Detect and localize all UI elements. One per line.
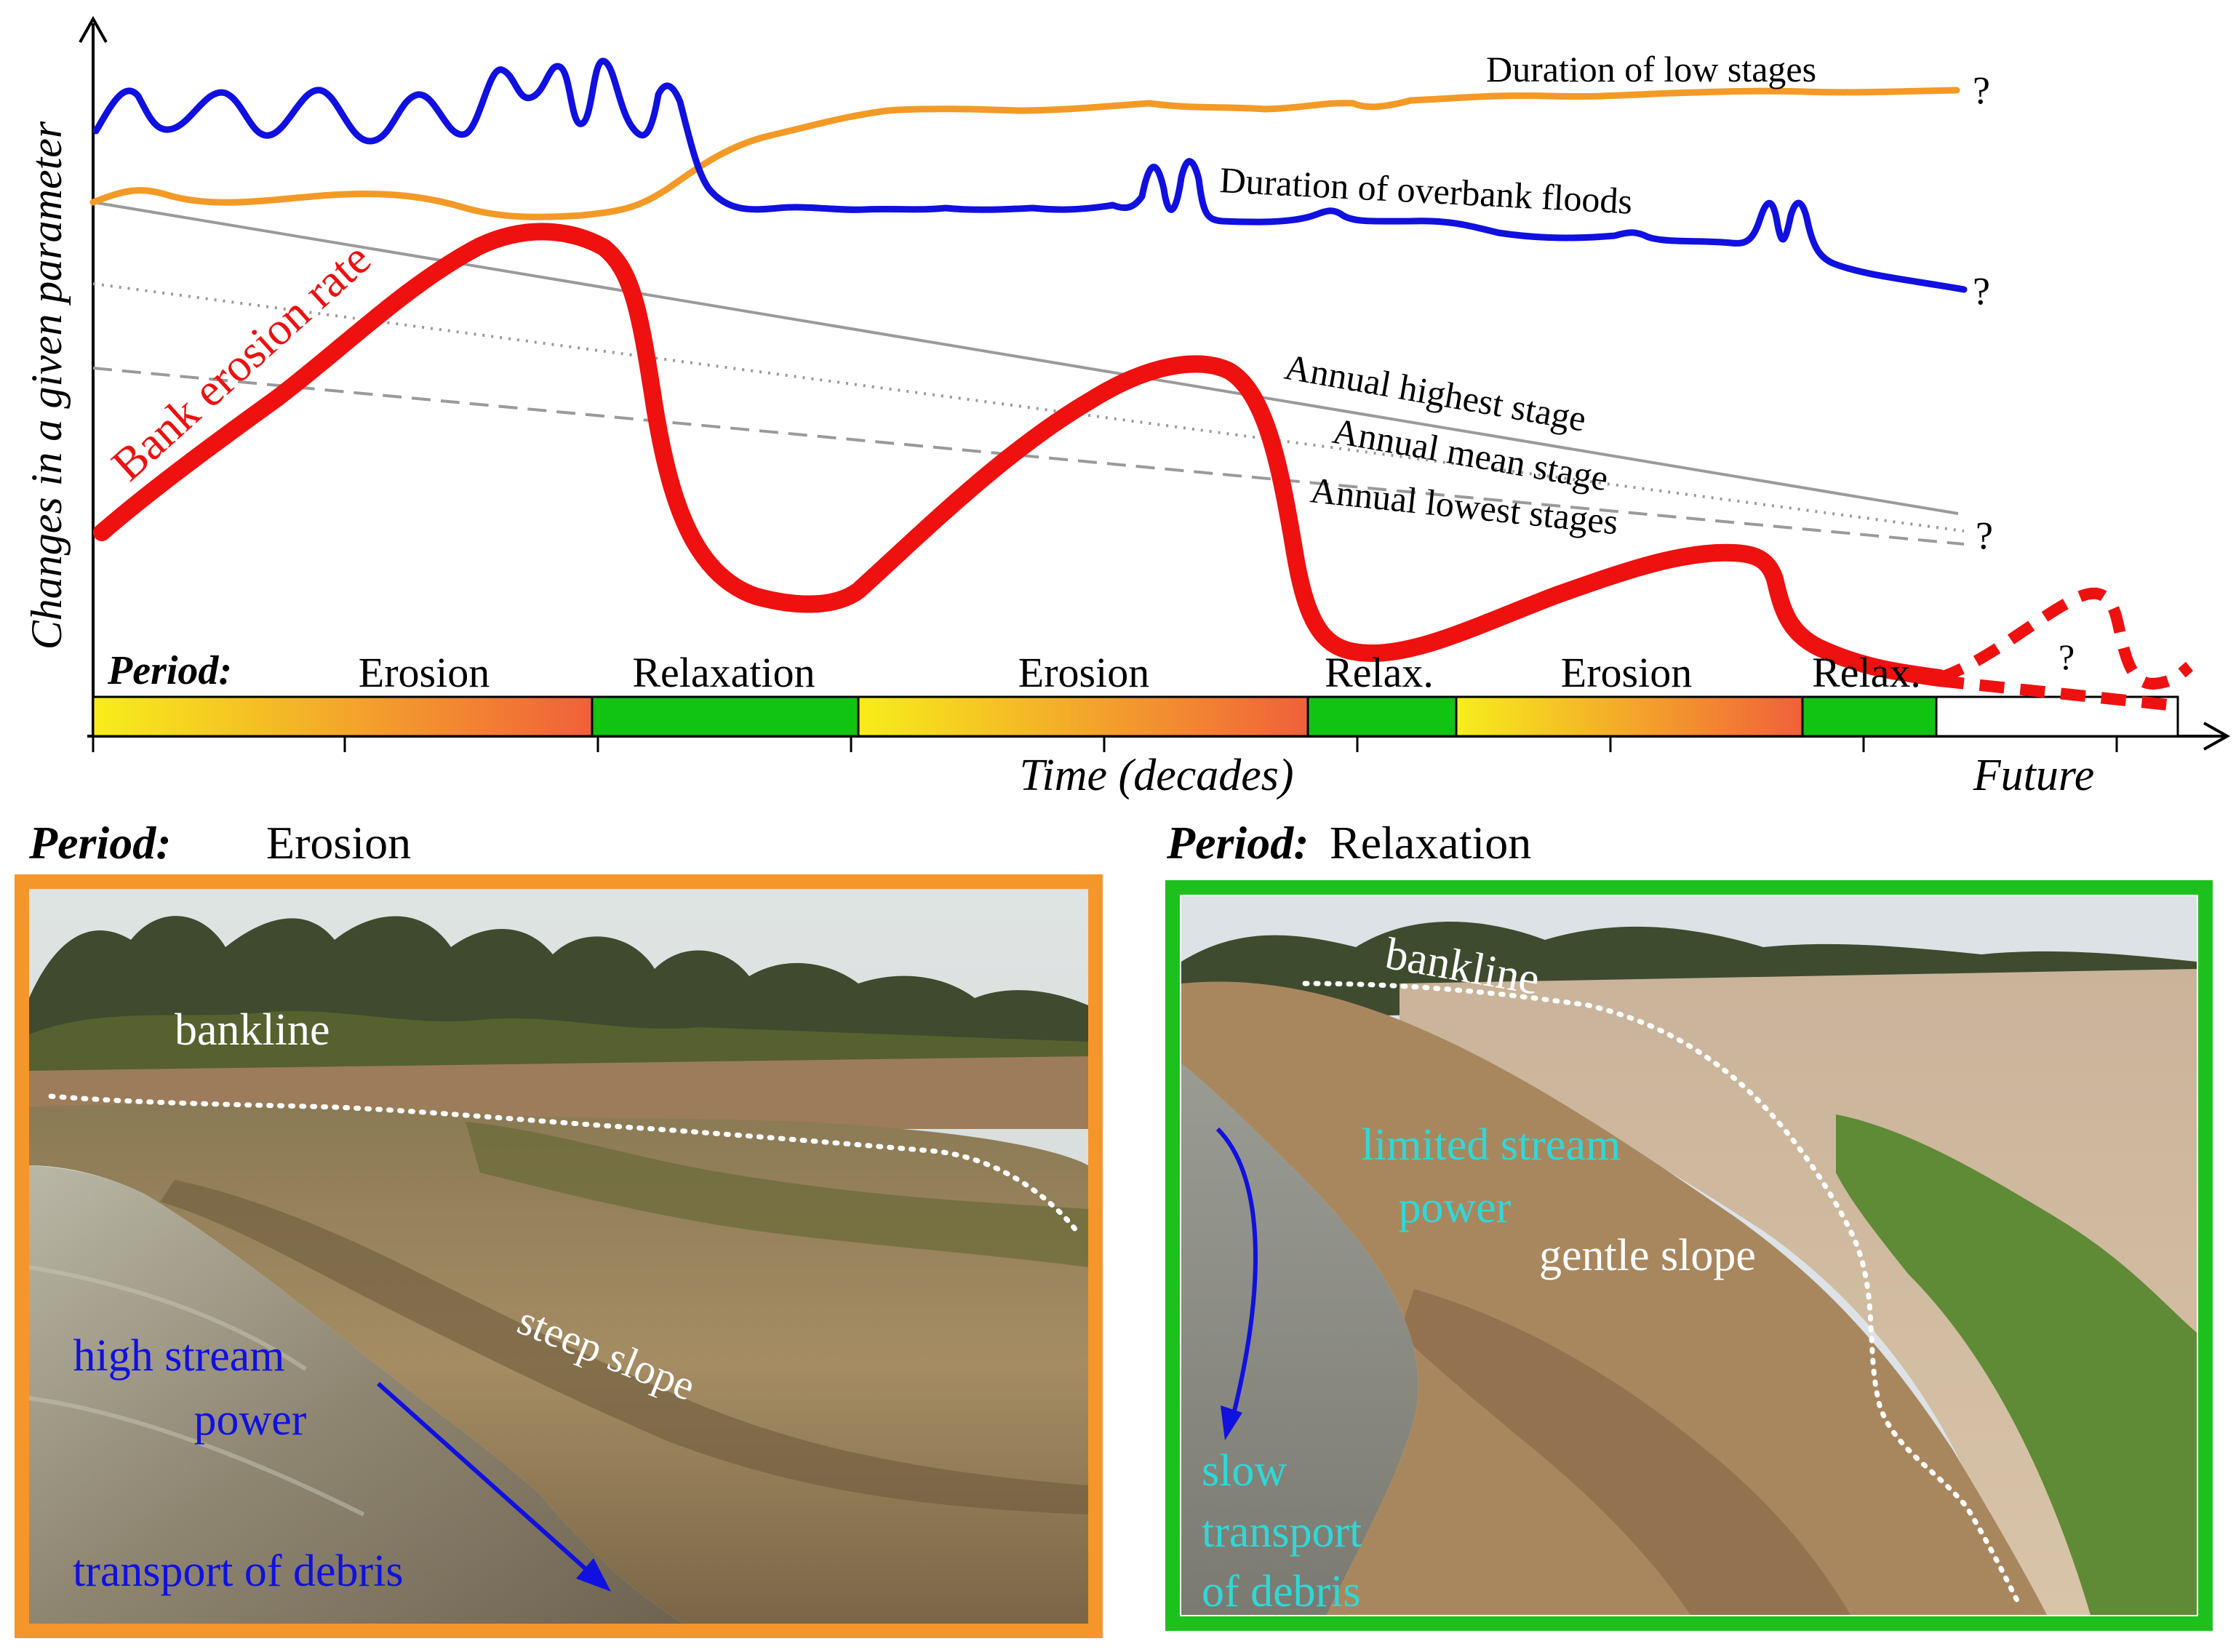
annual-lowest-stages-line <box>92 367 1965 546</box>
stage-lines <box>92 201 1965 546</box>
question-mark-low-stages: ? <box>1973 68 1990 112</box>
relaxation-transport-line2: transport <box>1202 1507 1362 1557</box>
period-segment-relaxation-3 <box>1802 697 1936 736</box>
question-mark-erosion-future: ? <box>2059 637 2075 677</box>
period-name-erosion-1: Erosion <box>359 649 490 696</box>
period-name-relaxation-1: Relaxation <box>632 649 815 696</box>
period-segment-erosion-3 <box>1456 697 1802 736</box>
overbank-floods-label: Duration of overbank floods <box>1218 159 1633 222</box>
erosion-transport-label: transport of debris <box>73 1547 404 1596</box>
relaxation-power-line1: limited stream <box>1362 1120 1621 1170</box>
annual-highest-stage-line <box>92 201 1959 515</box>
future-label: Future <box>1973 751 2094 800</box>
x-axis-label: Time (decades) <box>1019 751 1293 800</box>
period-segment-relaxation-1 <box>592 697 858 736</box>
period-name-erosion-3: Erosion <box>1561 649 1692 696</box>
relaxation-power-line2: power <box>1399 1183 1512 1232</box>
low-stages-label: Duration of low stages <box>1486 49 1816 89</box>
bank-erosion-rate-label: Bank erosion rate <box>102 233 380 491</box>
period-segment-relaxation-2 <box>1308 697 1456 736</box>
erosion-power-line2: power <box>194 1395 307 1445</box>
relaxation-photo-frame <box>1165 880 2213 1631</box>
question-mark-stages: ? <box>1976 514 1993 557</box>
y-axis-label: Changes in a given parameter <box>23 121 71 650</box>
period-segment-erosion-1 <box>93 697 592 736</box>
erosion-power-line1: high stream <box>73 1331 285 1381</box>
period-segment-erosion-2 <box>858 697 1308 736</box>
relaxation-photo <box>1181 896 2197 1615</box>
period-bar-label: Period: <box>107 648 232 693</box>
erosion-photo-frame <box>15 874 1103 1638</box>
relaxation-photo-period-name: Relaxation <box>1330 817 1531 869</box>
relaxation-bankline-dotted <box>1302 981 2021 1605</box>
period-name-relaxation-2: Relax. <box>1325 649 1434 696</box>
erosion-photo-period-name: Erosion <box>266 817 411 869</box>
relaxation-flow-arrow <box>1215 1127 1258 1421</box>
bank-erosion-future-upper <box>1937 587 2194 690</box>
period-name-relaxation-3: Relax. <box>1812 649 1921 696</box>
relaxation-slope-label: gentle slope <box>1539 1231 1756 1280</box>
erosion-flow-arrow <box>377 1381 598 1581</box>
question-mark-overbank: ? <box>1973 269 1990 313</box>
relaxation-transport-line3: of debris <box>1202 1567 1361 1616</box>
erosion-bankline-label: bankline <box>175 1005 330 1055</box>
relaxation-transport-line1: slow <box>1202 1446 1287 1496</box>
erosion-bankline-dotted <box>48 1093 1079 1234</box>
annual-mean-stage-line <box>92 282 1965 532</box>
duration-overbank-floods-curve <box>92 57 1968 293</box>
x-axis-arrow <box>2203 722 2231 751</box>
erosion-photo-period-label: Period: <box>28 817 172 869</box>
relaxation-photo-period-label: Period: <box>1166 817 1309 869</box>
duration-low-stages-curve <box>89 87 1960 220</box>
y-axis-arrow <box>79 15 108 43</box>
bank-erosion-rate-curve <box>93 223 1948 687</box>
erosion-photo <box>29 889 1088 1624</box>
period-segment-future <box>1935 695 2179 738</box>
period-name-erosion-2: Erosion <box>1018 649 1149 696</box>
x-axis-ticks <box>92 736 2118 752</box>
period-bar <box>92 695 2179 738</box>
axes <box>79 15 2231 752</box>
